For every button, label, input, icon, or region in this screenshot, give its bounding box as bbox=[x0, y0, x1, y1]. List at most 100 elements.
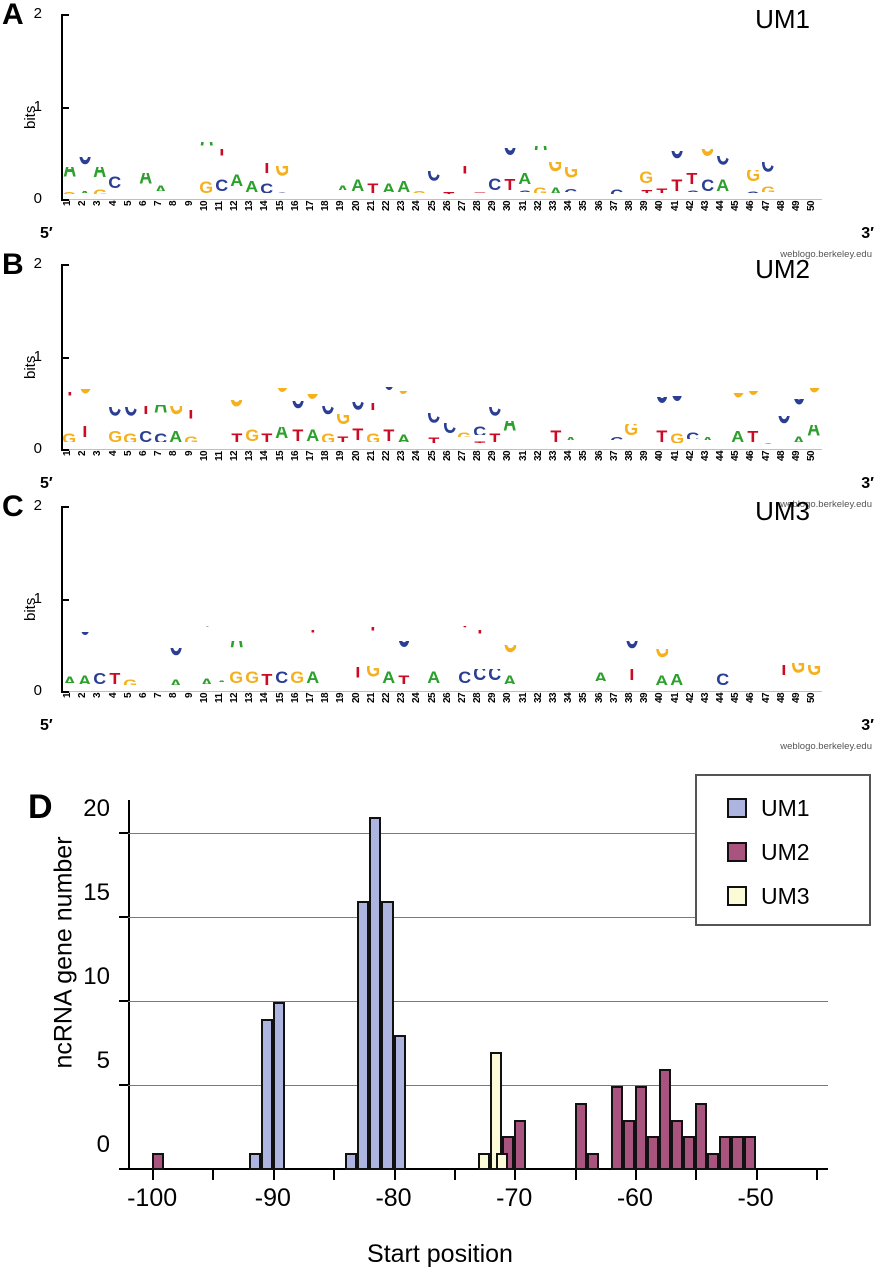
logo-letter-C: C bbox=[260, 181, 274, 193]
logo-stack: AGTC bbox=[244, 506, 259, 691]
logo-letter-T: T bbox=[367, 181, 379, 193]
logo-letter-C: C bbox=[670, 396, 685, 431]
position-number: 31 bbox=[517, 451, 529, 462]
five-prime-label: 5′ bbox=[40, 225, 53, 242]
logo-letter-A: A bbox=[503, 421, 517, 438]
logo-stack: TACG bbox=[639, 506, 654, 691]
logo-letter-A: A bbox=[807, 424, 821, 441]
logo-stack: TGAC bbox=[123, 506, 138, 691]
logo-stacks: GATCCATGACTGATCGTGACTGACACTGCATGATCGCAGT… bbox=[62, 506, 822, 691]
x-axis-tick-minor bbox=[815, 1170, 818, 1180]
position-number: 44 bbox=[715, 201, 727, 212]
position-number: 26 bbox=[441, 693, 453, 704]
histogram-bar bbox=[574, 1102, 587, 1170]
logo-letter-A: A bbox=[259, 571, 274, 673]
logo-letter-T: T bbox=[472, 630, 487, 669]
logo-letter-A: A bbox=[427, 58, 442, 171]
panel-title: UM3 bbox=[755, 496, 810, 526]
logo-stack: CAGT bbox=[199, 506, 214, 691]
y-axis-line bbox=[128, 800, 130, 1170]
position-number: 5 bbox=[122, 693, 134, 699]
logo-letter-G: G bbox=[533, 183, 548, 193]
logo-letter-T: T bbox=[715, 568, 730, 673]
position-number: 43 bbox=[699, 201, 711, 212]
logo-letter-A: A bbox=[306, 428, 320, 442]
logo-letter-C: C bbox=[488, 668, 502, 684]
position-number: 11 bbox=[213, 451, 225, 461]
logo-stack: GATC bbox=[396, 14, 411, 199]
x-axis-tick-minor bbox=[574, 1170, 577, 1180]
logo-stack: GATC bbox=[670, 506, 685, 691]
logo-stack: GACT bbox=[427, 506, 442, 691]
position-number: 50 bbox=[806, 201, 818, 212]
y-axis-tick bbox=[119, 999, 128, 1002]
position-number: 39 bbox=[639, 451, 651, 462]
position-number: 33 bbox=[548, 451, 559, 462]
logo-stack: TCAG bbox=[715, 506, 730, 691]
logo-stack: GACT bbox=[806, 264, 821, 449]
position-number: 4 bbox=[107, 693, 119, 699]
logo-letter-T: T bbox=[261, 672, 273, 685]
logo-letter-A: A bbox=[791, 432, 806, 442]
logo-letter-C: C bbox=[139, 429, 153, 442]
panel-letter: C bbox=[2, 490, 24, 523]
logo-letter-T: T bbox=[472, 186, 487, 193]
position-number: 19 bbox=[335, 201, 347, 212]
position-number: 6 bbox=[137, 201, 149, 207]
position-number: 6 bbox=[137, 451, 149, 457]
histogram-bar bbox=[369, 816, 382, 1170]
logo-letter-A: A bbox=[290, 571, 305, 671]
legend-item: UM3 bbox=[727, 874, 869, 918]
logo-stack: ATGC bbox=[259, 506, 274, 691]
logo-panel-um2: BUM2012bitsTGACGTACGACTCGTACGTATCGAACGTG… bbox=[0, 250, 880, 511]
x-axis-tick-label: -60 bbox=[616, 1184, 653, 1212]
position-number: 16 bbox=[289, 451, 301, 462]
logo-letter-T: T bbox=[776, 325, 791, 416]
position-number: 34 bbox=[563, 451, 575, 462]
logo-letter-T: T bbox=[671, 178, 683, 192]
position-number: 2 bbox=[77, 451, 89, 457]
position-number: 28 bbox=[472, 201, 484, 212]
axis-tick-label: 2 bbox=[33, 255, 42, 272]
gridline bbox=[128, 916, 828, 918]
logo-letter-A: A bbox=[427, 670, 441, 684]
position-number: 19 bbox=[335, 451, 347, 462]
logo-stack: CAGT bbox=[77, 14, 92, 199]
logo-letter-T: T bbox=[138, 536, 153, 682]
logo-letter-G: G bbox=[62, 621, 77, 673]
position-number: 30 bbox=[502, 451, 514, 462]
logo-letter-A: A bbox=[518, 172, 532, 185]
position-number: 14 bbox=[259, 201, 271, 212]
gridline bbox=[128, 1084, 828, 1086]
position-numbers: 1 2 3 4 5 6 7 8 9 10 11 12 13 14 15 16 17 18 19 20 21 22 23 24 2… bbox=[62, 201, 821, 223]
position-number: 25 bbox=[426, 693, 438, 704]
logo-letter-C: C bbox=[442, 423, 456, 440]
logo-stack: GACT bbox=[214, 264, 229, 449]
histogram-bar bbox=[671, 1119, 684, 1170]
position-number: 49 bbox=[791, 201, 802, 212]
position-number: 27 bbox=[456, 201, 468, 212]
logo-letter-T: T bbox=[504, 177, 516, 190]
position-number: 21 bbox=[365, 451, 377, 462]
logo-stack: TCAG bbox=[776, 264, 791, 449]
position-number: 5 bbox=[122, 201, 134, 207]
logo-letter-T: T bbox=[214, 149, 229, 179]
logo-letter-G: G bbox=[746, 170, 760, 186]
logo-letter-A: A bbox=[93, 166, 107, 183]
logo-letter-C: C bbox=[670, 151, 685, 179]
position-number: 24 bbox=[411, 201, 423, 212]
x-axis-tick-label: -90 bbox=[254, 1184, 291, 1212]
weblogo-credit: weblogo.berkeley.edu bbox=[780, 249, 872, 260]
x-axis-tick-minor bbox=[695, 1170, 698, 1180]
logo-stack: GCTA bbox=[745, 14, 760, 199]
position-number: 19 bbox=[335, 693, 347, 704]
